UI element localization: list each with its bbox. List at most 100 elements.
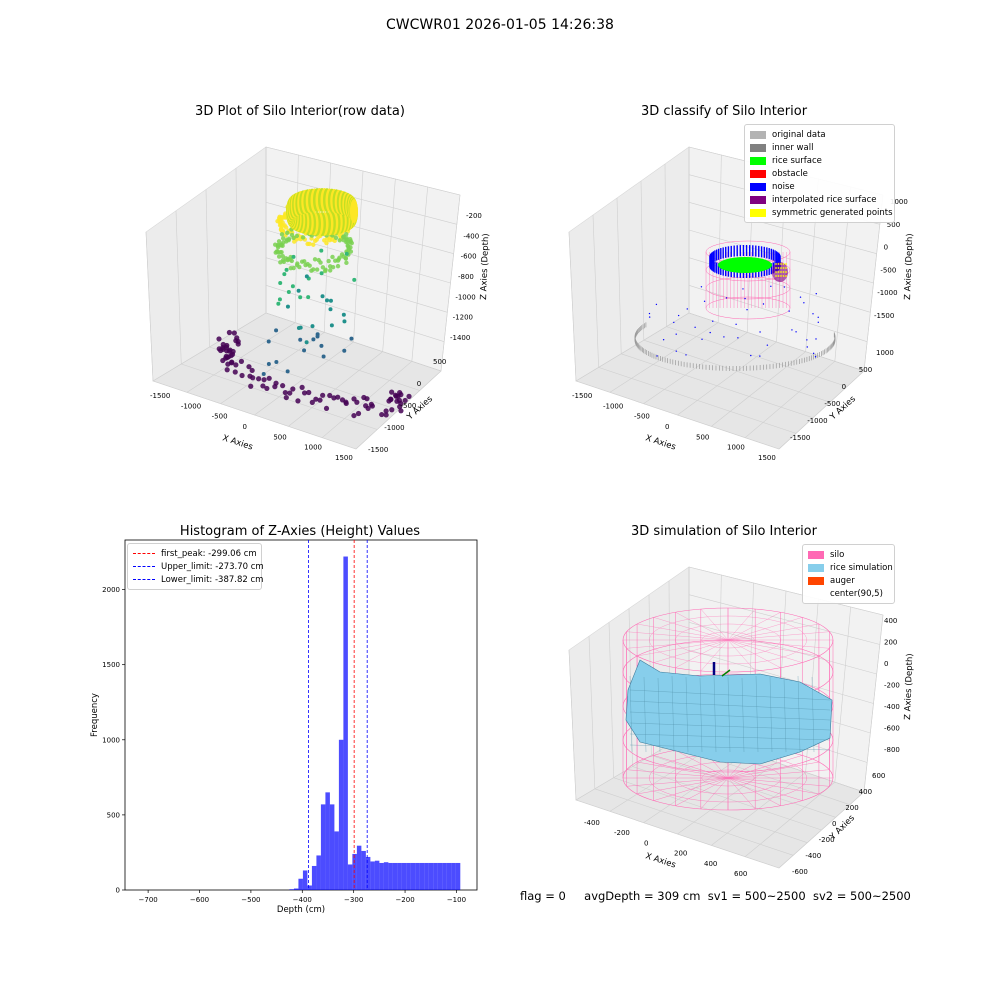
classify-3d-plot: -1500 -1000 -500 0 500 1000 1500 -1500 -1000 -500… (568, 146, 915, 462)
grid-line (621, 353, 814, 419)
legend-label: auger (830, 575, 855, 586)
legend-swatch (750, 169, 766, 178)
y-tick-label: 500 (433, 358, 446, 366)
grid-line (688, 594, 880, 645)
data-point (233, 362, 239, 368)
grid-line (575, 799, 780, 869)
histogram-bar (379, 862, 384, 890)
legend-label: noise (772, 181, 795, 192)
z-tick-label: -1000 (455, 293, 475, 301)
data-point (239, 372, 245, 379)
data-point (311, 267, 316, 272)
classify-legend: original data inner wall rice surface obsta… (744, 124, 895, 223)
data-point (224, 342, 230, 349)
histogram-bar (383, 862, 389, 890)
noise-point (814, 356, 817, 358)
noise-point (806, 346, 808, 348)
symmetric-point (777, 267, 780, 269)
symmetric-point (780, 267, 782, 269)
data-point (306, 389, 312, 396)
data-point (287, 390, 293, 396)
data-point (283, 394, 289, 401)
data-point (319, 248, 324, 253)
legend-entry: interpolated rice surface (750, 193, 889, 206)
x-tick-label: −500 (241, 896, 260, 904)
x-tick-label: 0 (243, 423, 247, 431)
symmetric-point (777, 263, 780, 265)
grid-line (265, 146, 461, 196)
surface-mesh (629, 711, 831, 721)
z-tick-label: -400 (884, 703, 900, 711)
grid-line (181, 363, 378, 430)
data-point (346, 247, 351, 252)
y-tick-label: 400 (859, 788, 872, 796)
legend-label: interpolated rice surface (772, 194, 877, 205)
data-point (290, 284, 295, 289)
data-point (392, 392, 399, 398)
x-tick-label: 1000 (304, 444, 322, 452)
legend-swatch (808, 563, 824, 572)
data-point (319, 343, 324, 348)
grid-line (592, 214, 599, 368)
z-tick-label: -800 (884, 746, 900, 754)
histogram-bar (437, 862, 443, 890)
simulation-legend: silo rice simulation auger center(90,5) (802, 544, 895, 604)
surface-mesh (783, 677, 787, 753)
data-point (228, 360, 235, 366)
legend-label: obstacle (772, 168, 808, 179)
noise-point (746, 309, 748, 311)
surface-mesh (741, 677, 745, 753)
histogram-bar (401, 862, 407, 890)
histogram-bar (446, 862, 452, 890)
data-point (279, 232, 285, 237)
x-tick-label: -200 (614, 829, 630, 837)
panel3-title: Histogram of Z-Axies (Height) Values (179, 524, 421, 539)
data-point (352, 277, 357, 282)
noise-point (812, 352, 815, 355)
data-point (307, 241, 312, 247)
data-point (274, 328, 279, 333)
x-tick-label: 1500 (758, 454, 776, 462)
data-point (402, 397, 408, 404)
noise-point (703, 300, 706, 302)
data-point (307, 263, 312, 268)
grid-line (688, 312, 865, 372)
data-point (320, 392, 326, 398)
surface-mesh (797, 675, 801, 753)
figure-title: CWCWR01 2026-01-05 14:26:38 (386, 17, 614, 33)
grid-line (613, 777, 808, 843)
data-point (294, 233, 300, 239)
data-point (281, 259, 286, 265)
symmetric-point (775, 271, 777, 273)
legend-swatch (750, 195, 766, 204)
data-point (312, 257, 318, 262)
data-point (398, 400, 404, 407)
histogram-bar (455, 862, 461, 890)
data-point (276, 254, 282, 259)
silo-ring (701, 769, 755, 787)
histogram-bar (343, 556, 348, 890)
grid-line (664, 163, 667, 327)
data-point (264, 385, 270, 392)
legend-label: first_peak: -299.06 cm (161, 548, 257, 559)
symmetric-point (780, 263, 782, 265)
histogram-bar (392, 862, 398, 890)
noise-point (803, 302, 805, 304)
x-tick-label: -1000 (181, 402, 201, 410)
legend-entry: rice surface (750, 154, 889, 167)
grid-line (608, 622, 614, 778)
data-point (327, 392, 333, 399)
y-tick-label: -1500 (368, 446, 388, 454)
noise-point (766, 344, 769, 346)
data-point (282, 389, 288, 396)
legend-swatch (808, 590, 824, 598)
data-point (274, 359, 279, 364)
histogram-bar (293, 888, 299, 890)
symmetric-point (780, 275, 782, 277)
legend-label: silo (830, 549, 845, 560)
noise-point (700, 286, 703, 288)
data-point (295, 398, 301, 404)
z-axis-label: Z Axies (Depth) (903, 233, 915, 300)
noise-point (694, 326, 696, 328)
data-point (379, 411, 385, 418)
